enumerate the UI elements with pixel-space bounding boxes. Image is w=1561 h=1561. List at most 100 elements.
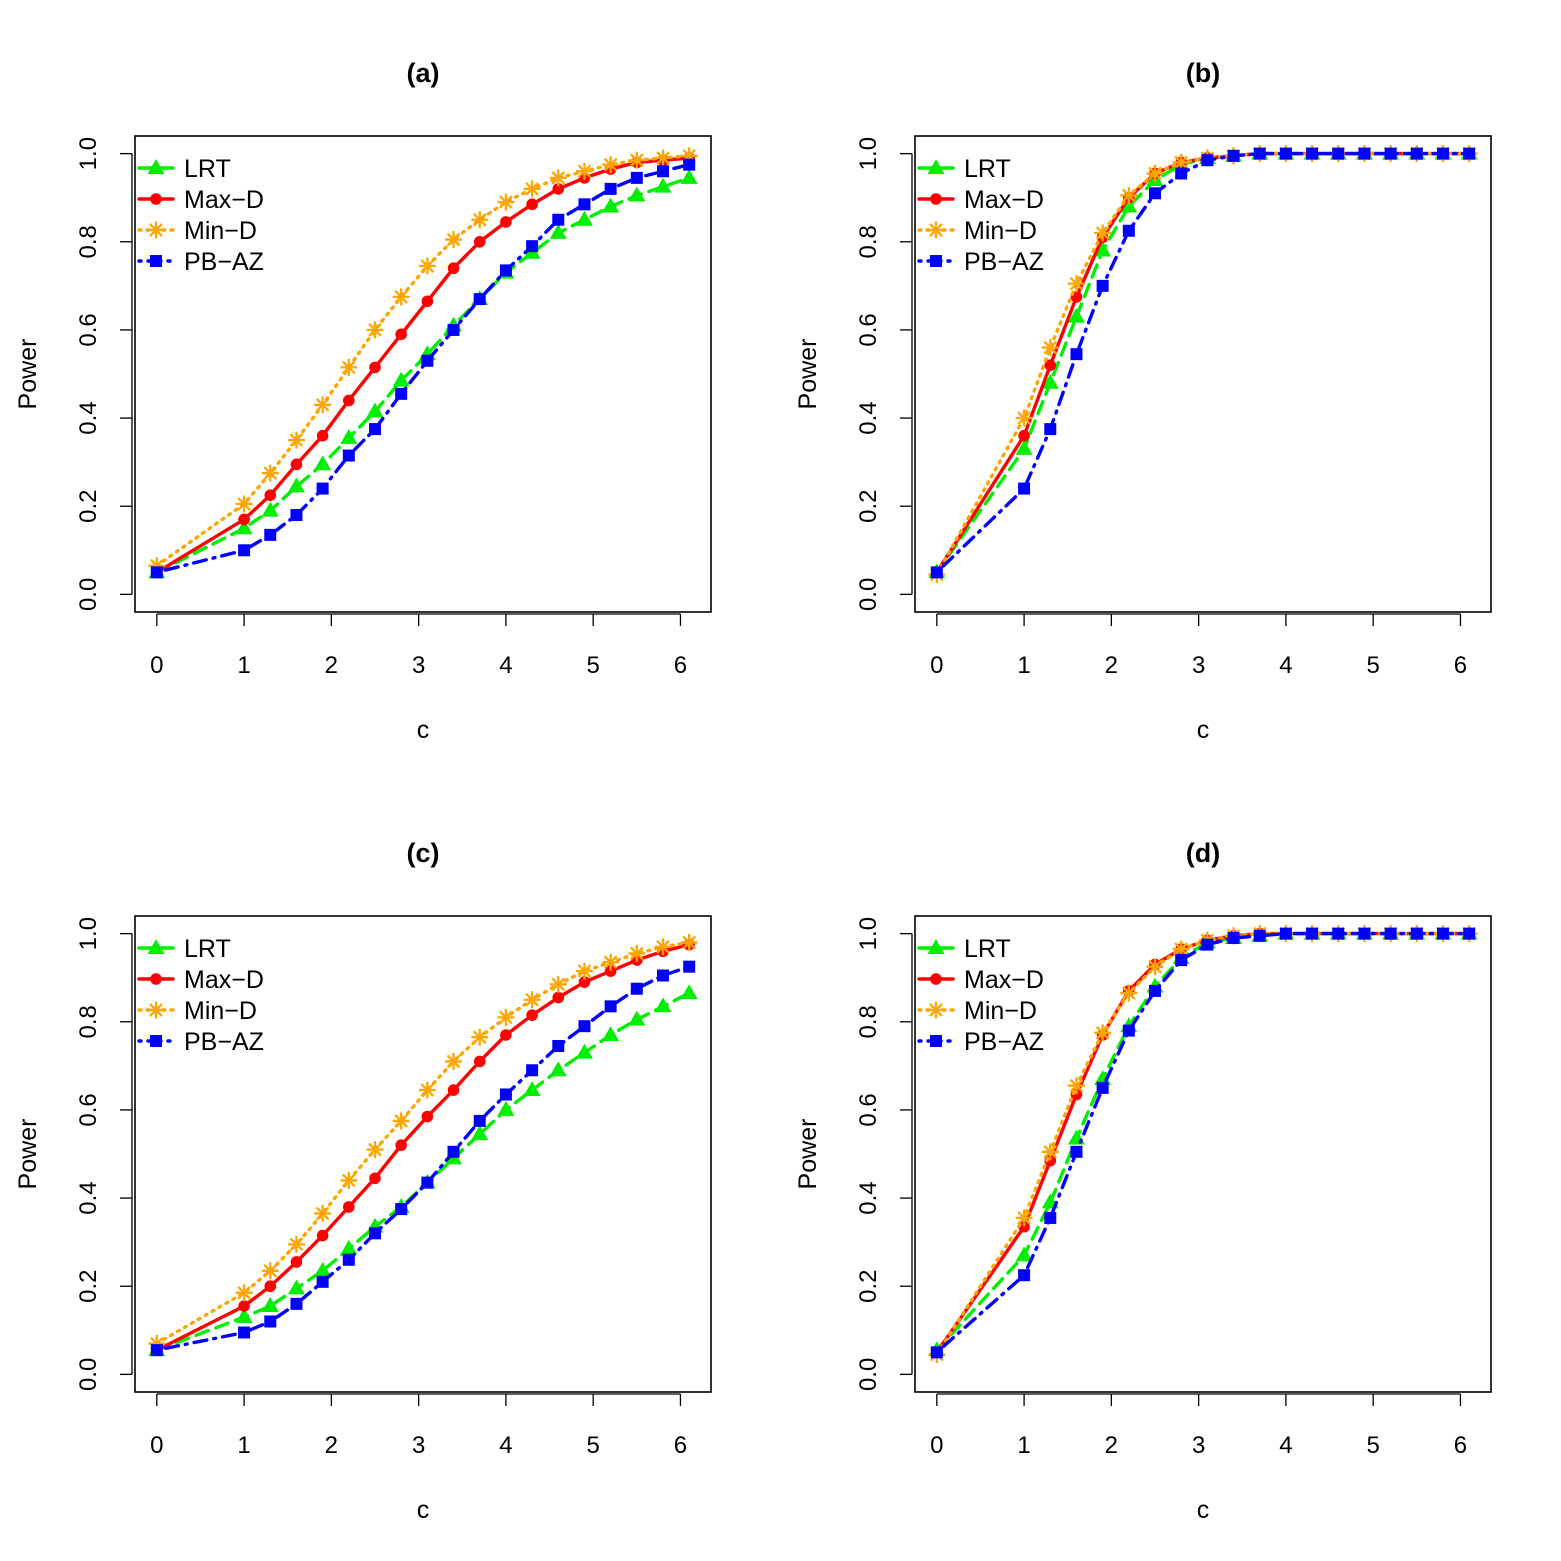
- data-point: [1384, 147, 1397, 160]
- plot-frame: [134, 135, 712, 613]
- data-point: [1358, 927, 1371, 940]
- data-point: [1201, 154, 1214, 167]
- series-group: [928, 144, 1478, 584]
- data-point: [261, 464, 279, 482]
- data-point: [261, 501, 279, 517]
- x-tick-label: 3: [1192, 652, 1205, 679]
- legend-marker: [150, 255, 162, 267]
- plot-frame: [134, 915, 712, 1393]
- data-point: [1253, 147, 1266, 160]
- legend-label: PB−AZ: [184, 248, 264, 276]
- data-point: [1120, 984, 1138, 1002]
- data-point: [549, 975, 567, 993]
- legend-marker: [147, 159, 165, 174]
- data-point: [264, 489, 277, 502]
- y-tick-label: 0.6: [855, 313, 882, 346]
- data-point: [497, 1101, 515, 1116]
- legend: LRT Max−D Min−D PB−AZ: [917, 935, 1044, 1056]
- data-point: [471, 211, 489, 229]
- data-point: [287, 477, 305, 493]
- data-point: [1070, 1145, 1083, 1158]
- data-point: [1201, 938, 1214, 951]
- x-tick-label: 4: [1279, 652, 1292, 679]
- y-tick-label: 0.6: [855, 1093, 882, 1126]
- data-point: [575, 162, 593, 180]
- data-point: [1044, 1211, 1057, 1224]
- data-point: [1018, 482, 1031, 495]
- legend-marker: [150, 973, 162, 985]
- data-point: [340, 428, 358, 444]
- legend-label: PB−AZ: [964, 248, 1044, 276]
- data-point: [1227, 149, 1240, 162]
- data-point: [680, 984, 698, 1000]
- x-tick-label: 0: [930, 652, 943, 679]
- x-axis-label: c: [1197, 716, 1210, 744]
- legend-label: Max−D: [184, 186, 264, 214]
- data-point: [1332, 927, 1345, 940]
- data-point: [1015, 1246, 1033, 1262]
- y-tick-label: 0.2: [75, 490, 102, 523]
- data-point: [1041, 373, 1059, 389]
- data-point: [238, 544, 251, 557]
- series-pbaz: [150, 158, 696, 579]
- legend-label: Max−D: [964, 186, 1044, 214]
- data-point: [287, 1235, 305, 1253]
- data-point: [366, 402, 384, 418]
- legend: LRT Max−D Min−D PB−AZ: [917, 155, 1044, 276]
- data-point: [418, 1081, 436, 1099]
- data-point: [497, 1008, 515, 1026]
- data-point: [342, 449, 355, 462]
- data-point: [395, 387, 408, 400]
- data-point: [602, 197, 620, 213]
- data-point: [1044, 423, 1057, 436]
- data-point: [421, 1110, 434, 1123]
- data-point: [421, 1176, 434, 1189]
- data-point: [369, 423, 381, 436]
- data-point: [473, 293, 486, 306]
- legend-marker: [150, 193, 162, 205]
- legend-label: Min−D: [184, 217, 257, 245]
- x-tick-label: 2: [325, 1432, 338, 1459]
- data-point: [395, 328, 407, 341]
- x-axis-label: c: [1197, 1496, 1210, 1524]
- x-axis: 0 1 2 3 4 5 6 c: [150, 613, 687, 744]
- data-point: [314, 1205, 332, 1222]
- data-point: [526, 240, 539, 253]
- x-tick-label: 1: [237, 652, 250, 679]
- y-tick-label: 0.6: [75, 1093, 102, 1126]
- data-point: [471, 1028, 489, 1046]
- data-point: [314, 396, 332, 414]
- data-point: [654, 177, 672, 193]
- data-point: [1384, 927, 1397, 940]
- data-point: [235, 495, 253, 513]
- plot-frame: [914, 135, 1492, 613]
- data-point: [1067, 307, 1085, 323]
- y-tick-label: 0.8: [75, 225, 102, 258]
- x-tick-label: 0: [150, 652, 163, 679]
- data-point: [657, 969, 669, 982]
- data-point: [628, 944, 646, 962]
- x-axis: 0 1 2 3 4 5 6 c: [150, 1393, 687, 1524]
- data-point: [1120, 197, 1138, 213]
- data-point: [500, 216, 512, 228]
- data-point: [628, 151, 646, 169]
- data-point: [395, 1203, 408, 1216]
- legend-marker: [927, 159, 945, 174]
- data-point: [150, 566, 163, 579]
- data-point: [447, 262, 460, 275]
- data-point: [473, 1055, 486, 1068]
- x-tick-label: 1: [1017, 1432, 1030, 1459]
- legend-marker: [147, 939, 165, 954]
- data-point: [447, 1145, 460, 1158]
- y-tick-label: 0.2: [855, 490, 882, 523]
- data-point: [1044, 359, 1057, 371]
- data-point: [1067, 275, 1085, 293]
- data-point: [1120, 187, 1138, 204]
- chart-panel: (d) 0 1 2 3 4 5 6 c 0.0 0.2 0.4 0.6 0.8 1.0 Power LRT Max…: [794, 838, 1492, 1524]
- data-point: [290, 1297, 303, 1310]
- data-point: [526, 198, 538, 211]
- legend-label: LRT: [184, 935, 231, 963]
- x-tick-label: 3: [1192, 1432, 1205, 1459]
- x-tick-label: 5: [587, 652, 600, 679]
- y-tick-label: 1.0: [75, 917, 102, 950]
